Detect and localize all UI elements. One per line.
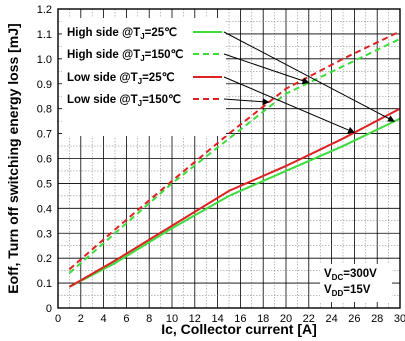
y-tick-label: 1.2 bbox=[37, 4, 52, 16]
x-tick-label: 14 bbox=[211, 313, 223, 325]
series-line-2 bbox=[68, 37, 401, 274]
x-tick-label: 28 bbox=[371, 313, 383, 325]
legend-pointer-arrow-4 bbox=[223, 98, 270, 106]
x-tick-label: 26 bbox=[348, 313, 360, 325]
y-tick-label: 0.2 bbox=[37, 253, 52, 265]
x-tick-label: 8 bbox=[146, 313, 152, 325]
x-tick-label: 12 bbox=[189, 313, 201, 325]
x-axis-title: Ic, Collector current [A] bbox=[161, 321, 317, 337]
x-tick-label: 4 bbox=[101, 313, 107, 325]
x-tick-label: 16 bbox=[234, 313, 246, 325]
legend-label-4: Low side @TJ=150℃ bbox=[67, 93, 181, 108]
condition-line-2: VDD=15V bbox=[324, 284, 371, 298]
y-tick-label: 1.1 bbox=[37, 29, 52, 41]
x-tick-label: 22 bbox=[303, 313, 315, 325]
y-tick-label: 0.6 bbox=[37, 154, 52, 166]
legend-label-3: Low side @TJ=25℃ bbox=[67, 71, 175, 86]
x-tick-label: 0 bbox=[55, 313, 61, 325]
y-tick-label: 0.3 bbox=[37, 228, 52, 240]
x-tick-label: 10 bbox=[166, 313, 178, 325]
y-tick-label: 0.9 bbox=[37, 79, 52, 91]
y-axis-title: Eoff, Turn off switching energy loss [mJ… bbox=[5, 23, 21, 293]
condition-line-1: VDC=300V bbox=[324, 268, 377, 282]
y-tick-label: 0.8 bbox=[37, 104, 52, 116]
y-tick-label: 0 bbox=[46, 303, 52, 315]
legend: High side @TJ=25℃ High side @TJ=150℃ Low s… bbox=[62, 18, 395, 136]
x-tick-label: 18 bbox=[257, 313, 269, 325]
series-line-1 bbox=[68, 117, 401, 288]
y-tick-label: 0.4 bbox=[37, 203, 52, 215]
legend-pointer-arrow-1 bbox=[223, 31, 395, 122]
legend-pointer-arrow-2 bbox=[223, 53, 310, 85]
y-tick-label: 0.1 bbox=[37, 278, 52, 290]
axes: 0 2 4 6 8 10 12 14 16 18 20 22 24 26 28 3000.10.20.30.4… bbox=[37, 4, 405, 325]
legend-label-1: High side @TJ=25℃ bbox=[67, 26, 177, 41]
condition-annotation: VDC=300V VDD=15V bbox=[320, 264, 392, 302]
series-line-3 bbox=[68, 107, 401, 288]
x-tick-label: 6 bbox=[123, 313, 129, 325]
x-tick-label: 20 bbox=[280, 313, 292, 325]
annotation-background bbox=[320, 264, 392, 302]
legend-pointer-arrow-3 bbox=[223, 76, 356, 134]
x-tick-label: 2 bbox=[78, 313, 84, 325]
x-tick-label: 24 bbox=[325, 313, 337, 325]
y-tick-label: 1.0 bbox=[37, 54, 52, 66]
x-tick-label: 30 bbox=[394, 313, 405, 325]
series-line-4 bbox=[68, 30, 401, 271]
series-layer bbox=[68, 30, 401, 288]
y-tick-label: 0.7 bbox=[37, 129, 52, 141]
plot-frame bbox=[57, 8, 401, 309]
legend-label-2: High side @TJ=150℃ bbox=[67, 48, 184, 63]
y-tick-label: 0.5 bbox=[37, 178, 52, 190]
